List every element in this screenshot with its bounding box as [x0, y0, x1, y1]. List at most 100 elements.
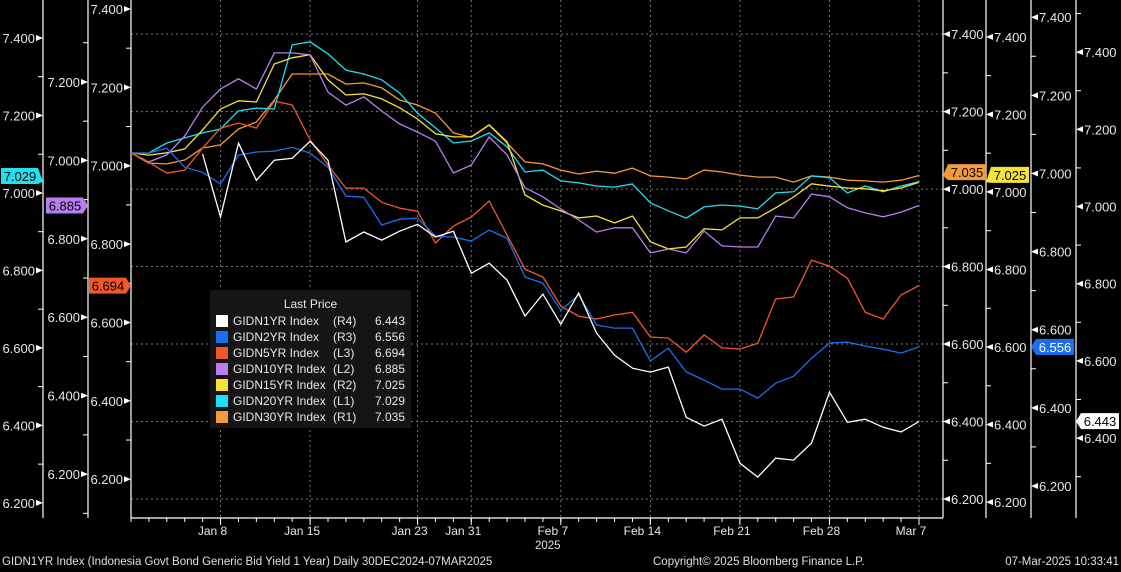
series-line-gidn10yr — [131, 52, 920, 254]
y-axis-tick-marker — [124, 319, 131, 326]
y-axis-tick-label-R1: 7.400 — [951, 27, 984, 42]
legend-last-value: 6.694 — [374, 346, 405, 360]
y-axis-tick-marker — [36, 344, 43, 351]
legend-axis-id-text: L1 — [337, 394, 351, 408]
legend-axis-id: (L2) — [333, 362, 355, 376]
footer-description: GIDN1YR Index (Indonesia Govt Bond Gener… — [2, 556, 493, 568]
y-axis-tick-label-R2: 7.200 — [994, 107, 1027, 122]
y-axis-tick-marker — [986, 266, 993, 273]
y-axis-tick-marker — [36, 499, 43, 506]
footer-copyright: Copyright© 2025 Bloomberg Finance L.P. — [653, 556, 865, 568]
legend-rows: GIDN1YR Index (R4) 6.443 GIDN2YR Index (R3) 6… — [210, 313, 411, 425]
y-axis-tick-label-R2: 7.400 — [994, 30, 1027, 45]
legend-axis-id-text: L3 — [337, 346, 351, 360]
legend-title: Last Price — [283, 297, 338, 311]
legend-swatch — [216, 411, 228, 423]
legend-axis-id-text: R1 — [337, 410, 353, 424]
y-axis-tick-label-L3: 7.000 — [90, 159, 123, 174]
legend: Last Price GIDN1YR Index (R4) 6.443 GIDN2YR… — [210, 290, 411, 428]
y-axis-tick-label-R2: 6.400 — [994, 418, 1027, 433]
y-axis-tick-marker — [81, 471, 88, 478]
y-axis-tick-label-L2: 7.200 — [47, 75, 80, 90]
y-axis-tick-label-R2: 7.000 — [994, 185, 1027, 200]
y-axis-tick-marker — [943, 496, 950, 503]
y-axis-tick-marker — [1031, 170, 1038, 177]
y-axis-tick-label-R4: 6.400 — [1084, 431, 1117, 446]
last-value-tag-label: 7.025 — [994, 168, 1027, 183]
series-line-gidn20yr — [131, 41, 920, 219]
y-axis-tick-marker — [1031, 248, 1038, 255]
y-axis-tick-label-L1: 6.600 — [2, 341, 35, 356]
y-axis-tick-marker — [1076, 203, 1083, 210]
y-axis-tick-marker — [1031, 14, 1038, 21]
x-axis-tick-label: Feb 7 — [537, 524, 568, 538]
x-axis-tick-label: Jan 15 — [284, 524, 320, 538]
y-axis-tick-label-L3: 7.400 — [90, 2, 123, 17]
last-value-tag-label: 7.035 — [951, 165, 984, 180]
legend-last-value: 6.556 — [374, 330, 405, 344]
y-axis-tick-label-L1: 6.400 — [2, 418, 35, 433]
y-axis-tick-label-L2: 6.800 — [47, 232, 80, 247]
legend-item: GIDN10YR Index (L2) 6.885 — [210, 361, 411, 377]
y-axis-tick-label-R4: 7.000 — [1084, 200, 1117, 215]
y-axis-tick-marker — [124, 6, 131, 13]
y-axis-tick-marker — [81, 157, 88, 164]
legend-item: GIDN30YR Index (R1) 7.035 — [210, 409, 411, 425]
y-axis-tick-marker — [986, 344, 993, 351]
legend-axis-id: (R1) — [333, 410, 357, 424]
y-axis-tick-label-R3: 6.400 — [1039, 401, 1072, 416]
y-axis-tick-label-R2: 6.800 — [994, 262, 1027, 277]
series-line-gidn15yr — [131, 53, 920, 250]
last-value-tag-label: 7.029 — [4, 169, 37, 184]
legend-axis-id: (R4) — [333, 314, 357, 328]
y-axis-tick-marker — [36, 189, 43, 196]
y-axis-tick-label-R1: 7.000 — [951, 182, 984, 197]
legend-series-name: GIDN1YR Index — [233, 314, 320, 328]
legend-swatch — [216, 347, 228, 359]
legend-last-value: 6.443 — [374, 314, 405, 328]
y-axis-tick-label-R3: 6.200 — [1039, 479, 1072, 494]
x-axis-tick-label: Jan 8 — [198, 524, 228, 538]
y-axis-tick-label-R3: 7.000 — [1039, 166, 1072, 181]
legend-series-name: GIDN30YR Index — [233, 410, 326, 424]
y-axis-tick-label-L3: 6.200 — [90, 472, 123, 487]
last-value-tag-L2 — [46, 197, 88, 214]
y-axis-tick-marker — [81, 235, 88, 242]
y-axis-tick-marker — [986, 421, 993, 428]
y-axis-tick-marker — [943, 108, 950, 115]
legend-item: GIDN1YR Index (R4) 6.443 — [210, 313, 411, 329]
y-axis-tick-label-L3: 6.600 — [90, 315, 123, 330]
y-axis-tick-marker — [36, 34, 43, 41]
y-axis-tick-label-R4: 7.200 — [1084, 122, 1117, 137]
legend-axis-id-text: R2 — [337, 378, 353, 392]
y-axis-tick-marker — [943, 263, 950, 270]
legend-axis-id: (L3) — [333, 346, 355, 360]
y-axis-tick-marker — [1031, 404, 1038, 411]
y-axis-tick-label-L1: 7.000 — [2, 186, 35, 201]
y-axis-tick-marker — [124, 84, 131, 91]
x-axis-tick-label: Feb 28 — [803, 524, 841, 538]
x-axis-tick-label: Mar 7 — [896, 524, 927, 538]
last-value-tag-L1 — [1, 167, 43, 184]
y-axis-tick-marker — [1076, 280, 1083, 287]
y-axis-tick-marker — [124, 162, 131, 169]
y-axis-tick-label-L3: 6.400 — [90, 394, 123, 409]
series-line-gidn30yr — [131, 73, 920, 183]
legend-item: GIDN2YR Index (R3) 6.556 — [210, 329, 411, 345]
y-axis-tick-label-L2: 6.200 — [47, 467, 80, 482]
series-line-gidn2yr — [131, 146, 920, 399]
y-axis-tick-marker — [986, 499, 993, 506]
series-line-gidn1yr — [201, 140, 920, 478]
y-axis-tick-marker — [986, 188, 993, 195]
series-line-gidn5yr — [131, 100, 920, 354]
legend-axis-id-text: L2 — [337, 362, 351, 376]
y-axis-tick-label-R3: 7.200 — [1039, 88, 1072, 103]
y-axis-tick-label-R2: 6.600 — [994, 340, 1027, 355]
x-axis-tick-label: Feb 14 — [624, 524, 662, 538]
y-axis-tick-label-R3: 7.400 — [1039, 10, 1072, 25]
y-axis-tick-marker — [943, 418, 950, 425]
legend-series-name: GIDN2YR Index — [233, 330, 320, 344]
y-axis-tick-label-L1: 6.200 — [2, 496, 35, 511]
legend-last-value: 6.885 — [374, 362, 405, 376]
